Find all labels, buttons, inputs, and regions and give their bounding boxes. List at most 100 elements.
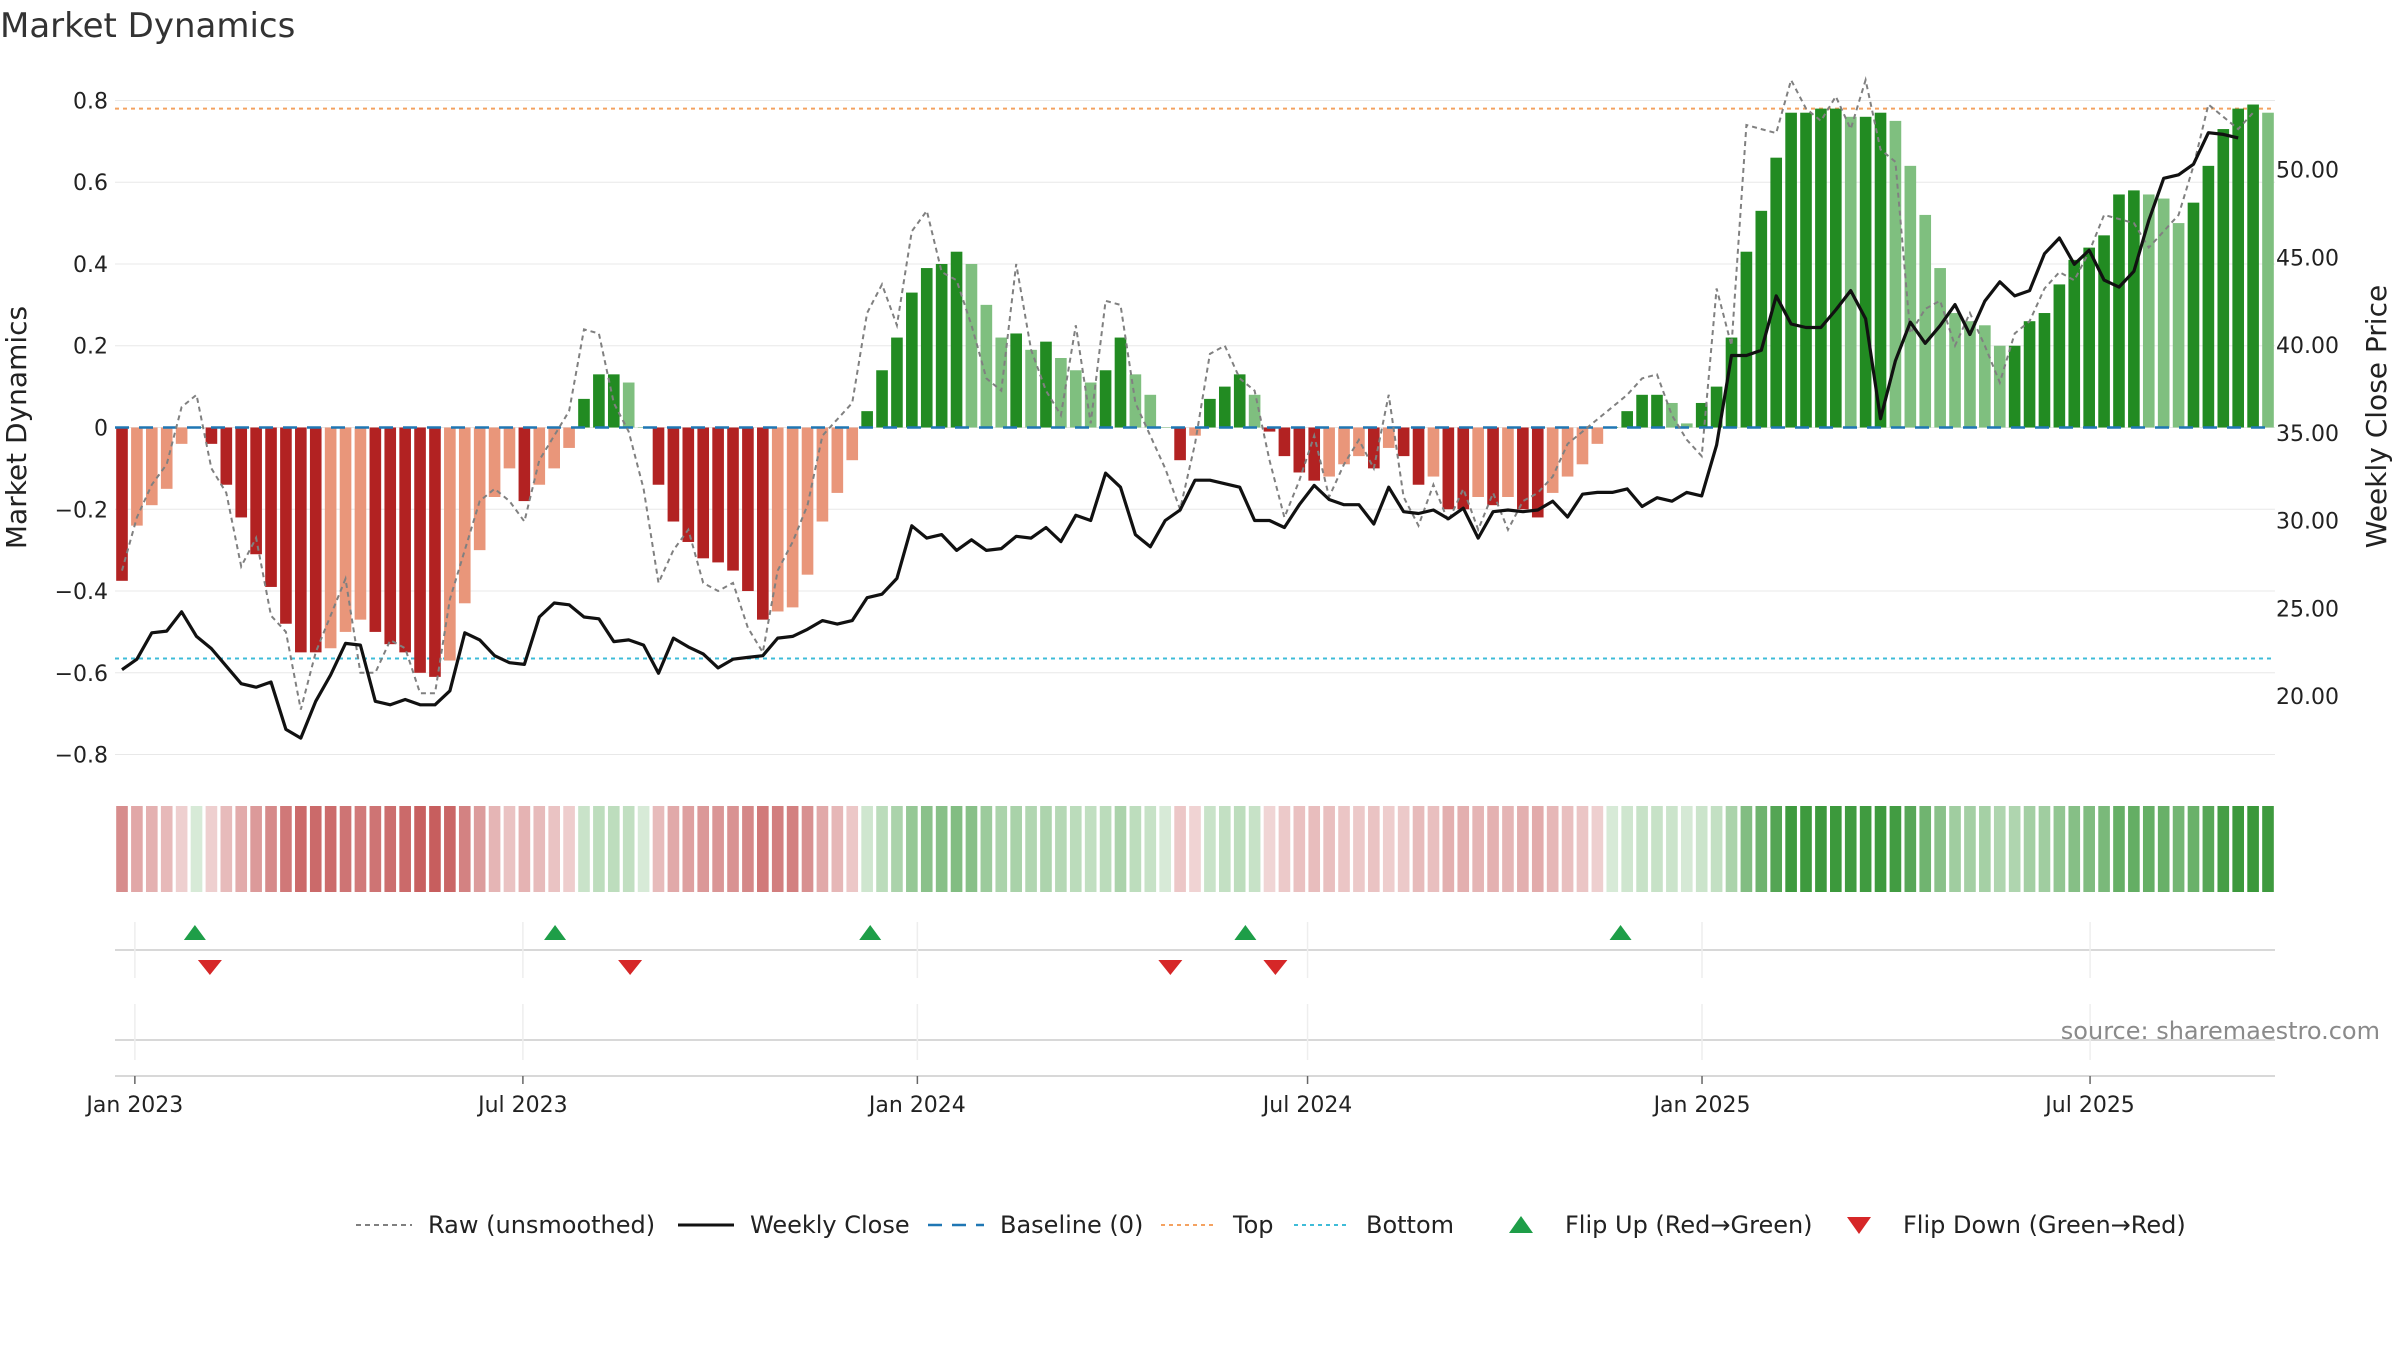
heat-cell — [235, 806, 248, 892]
heat-cell — [175, 806, 188, 892]
heat-cell — [2068, 806, 2081, 892]
bar — [235, 427, 248, 518]
heat-cell — [2113, 806, 2125, 892]
bar — [1576, 427, 1589, 465]
heat-cell — [1084, 806, 1097, 892]
bar — [652, 427, 665, 485]
bar — [384, 427, 397, 645]
heat-cell — [771, 806, 784, 892]
heat-cell — [757, 806, 769, 892]
bar — [1934, 268, 1946, 428]
legend-entry: Weekly Close — [678, 1211, 910, 1239]
bar — [131, 427, 143, 526]
heat-cell — [250, 806, 262, 892]
heat-cell — [563, 806, 575, 892]
bar — [846, 427, 859, 461]
bar — [488, 427, 501, 497]
heat-cell — [1546, 806, 1559, 892]
legend-label: Weekly Close — [750, 1211, 910, 1239]
heat-cell — [533, 806, 546, 892]
heat-cell — [458, 806, 471, 892]
legend-entry: Baseline (0) — [928, 1211, 1143, 1239]
heat-cell — [1189, 806, 1201, 892]
heat-cell — [935, 806, 948, 892]
heat-cell — [1740, 806, 1753, 892]
bar — [682, 427, 695, 542]
heat-cell — [399, 806, 411, 892]
heat-cell — [1680, 806, 1693, 892]
legend-entry: Top — [1161, 1211, 1274, 1239]
bar — [2053, 284, 2066, 428]
bar — [1263, 427, 1276, 432]
right-tick-label: 35.00 — [2276, 422, 2339, 447]
heat-cell — [1576, 806, 1589, 892]
heat-cell — [593, 806, 605, 892]
left-tick-label: −0.4 — [55, 580, 108, 605]
bar — [1025, 349, 1037, 428]
heat-cell — [473, 806, 486, 892]
heat-cell — [280, 806, 292, 892]
heat-cell — [1442, 806, 1455, 892]
bar — [1561, 427, 1574, 477]
flip-up-marker — [1234, 925, 1257, 940]
heat-cell — [712, 806, 724, 892]
heat-cell — [1874, 806, 1887, 892]
heat-cell — [1606, 806, 1619, 892]
heat-cell — [295, 806, 307, 892]
heat-cell — [1353, 806, 1365, 892]
heat-cell — [1710, 806, 1723, 892]
bar — [1293, 427, 1306, 473]
heat-cell — [1934, 806, 1946, 892]
bar — [697, 427, 710, 559]
bar — [1710, 386, 1723, 428]
bar — [2008, 345, 2021, 428]
bar — [593, 374, 605, 428]
heat-cell — [324, 806, 337, 892]
heat-strip — [116, 806, 2274, 892]
bar — [160, 427, 173, 489]
bar — [920, 268, 933, 428]
heat-cell — [995, 806, 1008, 892]
heat-cell — [1770, 806, 1783, 892]
heat-cell — [2217, 806, 2230, 892]
heat-cell — [2008, 806, 2021, 892]
heat-cell — [2053, 806, 2066, 892]
bar — [1785, 112, 1797, 428]
heat-cell — [2202, 806, 2215, 892]
bar — [2202, 165, 2215, 428]
bar — [607, 374, 620, 428]
heat-cell — [1666, 806, 1678, 892]
bar — [175, 427, 188, 444]
right-tick-label: 30.00 — [2276, 510, 2339, 535]
heat-cell — [1204, 806, 1216, 892]
bar — [1636, 394, 1648, 428]
heat-cell — [1412, 806, 1425, 892]
x-tick-label: Jan 2023 — [84, 1093, 183, 1118]
heat-cell — [2187, 806, 2200, 892]
heat-cell — [1114, 806, 1127, 892]
bar — [1084, 382, 1097, 428]
heat-cell — [876, 806, 888, 892]
heat-cell — [786, 806, 799, 892]
bar — [1010, 333, 1022, 428]
bar — [771, 427, 784, 612]
right-tick-label: 20.00 — [2276, 685, 2339, 710]
x-tick-label: Jan 2025 — [1652, 1093, 1751, 1118]
bar — [1725, 337, 1738, 428]
heat-cell — [652, 806, 665, 892]
bar — [906, 292, 918, 428]
heat-cell — [1338, 806, 1350, 892]
bar — [816, 427, 829, 522]
bar — [1308, 427, 1321, 481]
heat-cell — [1949, 806, 1961, 892]
heat-cell — [2262, 806, 2274, 892]
flip-up-marker — [544, 925, 567, 940]
heat-cell — [369, 806, 382, 892]
bar — [1457, 427, 1470, 510]
heat-cell — [2232, 806, 2245, 892]
legend-entry: Bottom — [1294, 1211, 1454, 1239]
heat-cell — [980, 806, 993, 892]
heat-cell — [131, 806, 143, 892]
flip-down-marker — [1263, 960, 1288, 975]
